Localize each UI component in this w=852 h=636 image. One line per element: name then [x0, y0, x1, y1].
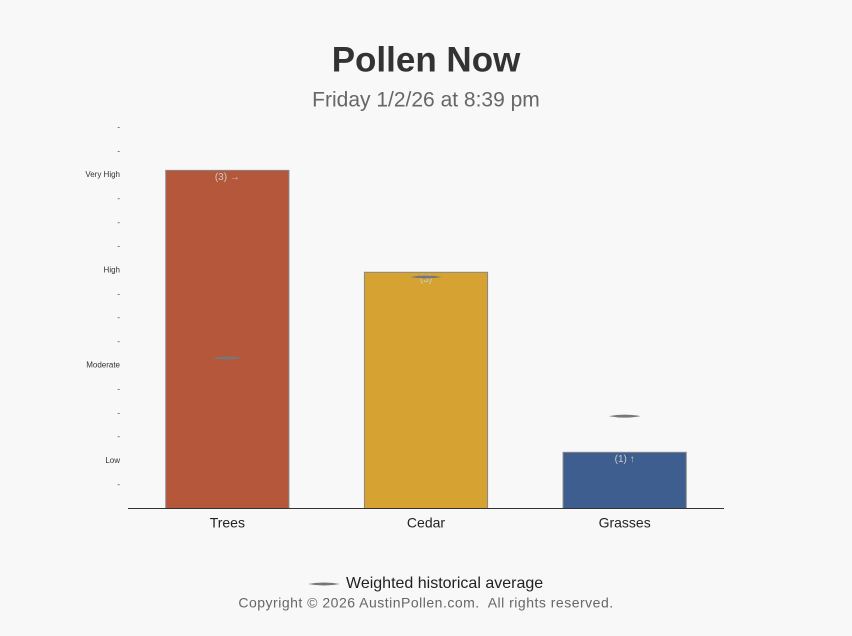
bar-annotation: (3)	[420, 274, 432, 285]
bar	[363, 271, 489, 509]
y-tick-label: -	[117, 123, 120, 132]
average-marker	[211, 356, 244, 360]
y-tick-label: -	[117, 289, 120, 298]
y-tick-label: -	[117, 194, 120, 203]
y-tick-label: -	[117, 432, 120, 441]
y-tick-label: Low	[105, 456, 120, 465]
y-tick-label: -	[117, 313, 120, 322]
average-marker	[410, 275, 442, 279]
y-tick-label: -	[117, 146, 120, 155]
y-tick-label: High	[104, 265, 120, 274]
legend-label: Weighted historical average	[346, 575, 543, 592]
y-tick-label: -	[117, 385, 120, 394]
y-tick-label: -	[117, 480, 120, 489]
bar-annotation: (3) →	[215, 172, 240, 183]
average-marker	[608, 414, 641, 418]
chart-subtitle: Friday 1/2/26 at 8:39 pm	[312, 89, 540, 112]
bar	[165, 169, 290, 510]
y-tick-label: Moderate	[86, 361, 120, 370]
x-tick-label: Grasses	[599, 515, 651, 531]
y-tick-label: -	[117, 408, 120, 417]
bar-annotation: (1) ↑	[615, 454, 635, 465]
y-tick-label: Very High	[85, 170, 120, 179]
y-tick-label: -	[117, 242, 120, 251]
y-tick-label: -	[117, 337, 120, 346]
x-tick-label: Trees	[210, 515, 245, 531]
copyright: Copyright © 2026 AustinPollen.com. All r…	[238, 595, 613, 611]
y-tick-label: -	[117, 218, 120, 227]
x-tick-label: Cedar	[407, 515, 445, 531]
chart-title: Pollen Now	[332, 40, 521, 79]
legend-swatch	[308, 582, 340, 586]
